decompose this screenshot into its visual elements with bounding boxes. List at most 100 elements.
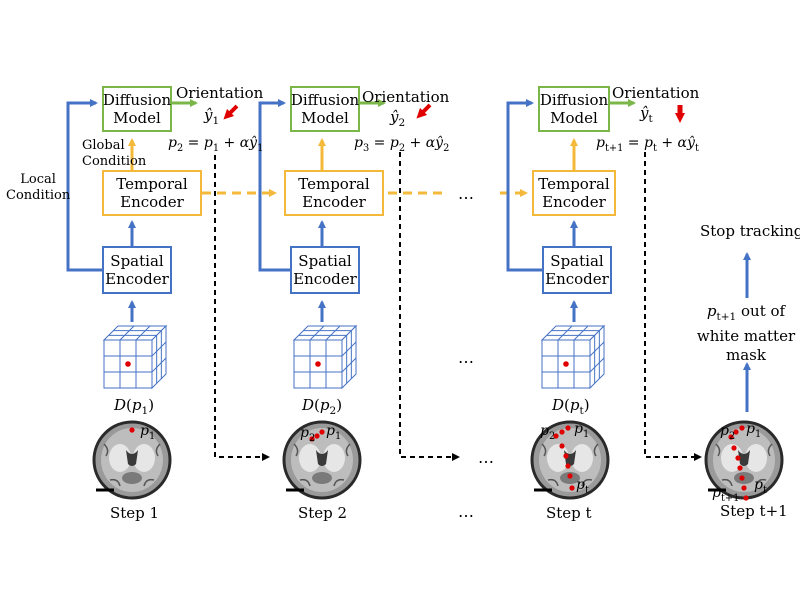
box-line: Temporal	[298, 175, 370, 193]
data-label-3: D(pt)	[552, 396, 590, 417]
streamline-point	[733, 429, 739, 435]
orientation-label-3: Orientation	[612, 84, 700, 102]
next-point-arrow-3	[644, 152, 702, 461]
streamline-point	[559, 429, 565, 435]
brain-3-p2-label: p2	[540, 423, 556, 442]
streamline-point	[314, 433, 320, 439]
label-line: pt+1 out of	[706, 302, 786, 323]
streamline-point	[739, 475, 745, 481]
ellipsis-temporal: …	[458, 184, 475, 203]
spatial-encoder-box-3: Spatial Encoder	[542, 246, 612, 294]
streamline-point	[563, 453, 569, 459]
streamline-point	[569, 485, 575, 491]
y-hat-output-2: ŷ2	[390, 108, 406, 129]
streamline-point	[559, 443, 565, 449]
streamline-point	[741, 485, 747, 491]
diffusion-model-box-3: Diffusion Model	[538, 86, 610, 132]
seed-point	[125, 361, 131, 367]
box-line: Encoder	[120, 193, 184, 211]
seed-point	[315, 361, 321, 367]
red-direction-arrow-2	[416, 103, 432, 119]
streamline-point	[129, 427, 135, 433]
streamline-point	[565, 463, 571, 469]
temporal-encoder-box-3: Temporal Encoder	[532, 170, 616, 216]
label-line: white matter	[696, 327, 796, 345]
brain-slice-1	[92, 420, 172, 500]
brain-1-p1-label: p1	[140, 423, 156, 442]
update-equation-3: pt+1 = pt + αŷt	[596, 135, 699, 154]
ellipsis-cube: …	[458, 348, 475, 367]
spatial-encoder-box-2: Spatial Encoder	[290, 246, 360, 294]
step-label-1: Step 1	[110, 504, 160, 522]
data-label-1: D(p1)	[114, 396, 155, 417]
y-hat-output-3: ŷt	[640, 104, 653, 125]
update-equation-2: p3 = p2 + αŷ2	[354, 135, 450, 154]
y-hat-output-1: ŷ1	[204, 106, 220, 127]
local-condition-label: Local Condition	[6, 172, 70, 204]
step-label-3: Step t	[546, 504, 592, 522]
ellipsis-step: …	[458, 502, 475, 521]
streamline-point	[731, 445, 737, 451]
ellipsis-brain: …	[478, 448, 495, 467]
orientation-label-2: Orientation	[362, 88, 450, 106]
box-line: Model	[113, 109, 161, 127]
box-line: Encoder	[105, 270, 169, 288]
box-line: Spatial	[550, 252, 604, 270]
box-line: Encoder	[542, 193, 606, 211]
streamline-point	[553, 433, 559, 439]
local-condition-arrow	[258, 99, 290, 272]
brain-2-p2-label: p2	[300, 425, 316, 444]
column-1-connectors	[66, 99, 277, 461]
brain-slice-3	[530, 420, 610, 500]
label-line: Global	[82, 138, 125, 153]
box-line: Encoder	[545, 270, 609, 288]
brain-4-p1-label: p1	[746, 421, 762, 440]
local-condition-arrow	[66, 99, 103, 272]
box-line: Encoder	[302, 193, 366, 211]
column-3-connectors	[500, 99, 702, 461]
diffusion-model-box-2: Diffusion Model	[290, 86, 360, 132]
stop-tracking-label: Stop tracking	[700, 222, 800, 240]
box-line: Temporal	[116, 175, 188, 193]
brain-3-pt-label: pt	[576, 477, 589, 496]
label-line: mask	[726, 346, 766, 364]
data-cubes	[102, 324, 606, 390]
seed-point	[563, 361, 569, 367]
next-point-arrow-2	[399, 152, 460, 461]
streamline-point	[739, 425, 745, 431]
label-line: Condition	[82, 154, 147, 169]
brain-slices	[92, 420, 784, 501]
brain-2-p1-label: p1	[326, 423, 342, 442]
box-line: Diffusion	[102, 91, 172, 109]
box-line: Spatial	[298, 252, 352, 270]
brain-4-p2-label: p2	[720, 423, 736, 442]
voxel-cube-3	[540, 324, 606, 390]
voxel-cube-2	[292, 324, 358, 390]
red-direction-arrow-1	[223, 104, 239, 120]
brain-4-pt1-label: pt+1	[712, 485, 740, 504]
local-condition-arrow	[506, 99, 542, 272]
streamline-point	[309, 436, 315, 442]
spatial-encoder-box-1: Spatial Encoder	[102, 246, 172, 294]
next-point-arrow-1	[214, 155, 270, 461]
brain-4-pt-label: pt	[754, 477, 767, 496]
out-of-mask-label: pt+1 out of white matter mask	[696, 302, 796, 365]
brain-3-p1-label: p1	[574, 421, 590, 440]
box-line: Temporal	[538, 175, 610, 193]
voxel-cube-1	[102, 324, 168, 390]
temporal-encoder-box-2: Temporal Encoder	[284, 170, 384, 216]
box-line: Spatial	[110, 252, 164, 270]
step-label-4: Step t+1	[720, 502, 788, 520]
orientation-label-1: Orientation	[176, 84, 264, 102]
brain-slice-4	[704, 420, 784, 501]
streamline-point	[737, 465, 743, 471]
update-equation-1: p2 = p1 + αŷ1	[168, 135, 264, 154]
box-line: Diffusion	[539, 91, 609, 109]
brain-slice-2	[282, 420, 362, 500]
streamline-point	[567, 473, 573, 479]
column-2-connectors	[258, 99, 460, 461]
box-line: Model	[550, 109, 598, 127]
diffusion-model-box-1: Diffusion Model	[102, 86, 172, 132]
